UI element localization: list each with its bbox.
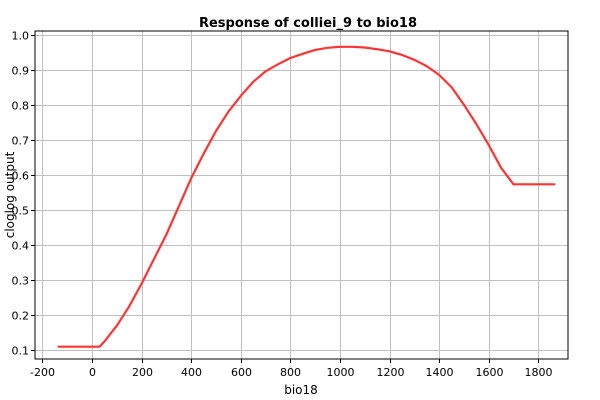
x-tick-label: 1600 bbox=[476, 366, 504, 379]
axis-ticks bbox=[31, 35, 539, 363]
y-axis-label: cloglog output bbox=[3, 151, 17, 238]
y-tick-label: 0.1 bbox=[12, 345, 30, 358]
x-axis-tick-labels: -200 0 200 400 600 800 1000 1200 1400 1600 1800 bbox=[30, 366, 552, 379]
plot-frame bbox=[34, 30, 569, 360]
x-tick-label: 600 bbox=[231, 366, 252, 379]
y-tick-label: 0.8 bbox=[12, 100, 30, 113]
x-axis-label: bio18 bbox=[284, 383, 318, 397]
y-tick-label: 0.3 bbox=[12, 275, 30, 288]
y-tick-label: 0.6 bbox=[12, 170, 30, 183]
y-tick-label: 0.4 bbox=[12, 240, 30, 253]
x-tick-label: 0 bbox=[89, 366, 96, 379]
x-tick-label: 1800 bbox=[525, 366, 553, 379]
x-tick-label: 1200 bbox=[377, 366, 405, 379]
grid-lines bbox=[35, 31, 568, 359]
y-tick-label: 1.0 bbox=[12, 30, 30, 43]
y-tick-label: 0.7 bbox=[12, 135, 30, 148]
y-tick-label: 0.5 bbox=[12, 205, 30, 218]
y-axis-tick-labels: 0.1 0.2 0.3 0.4 0.5 0.6 0.7 0.8 0.9 1.0 bbox=[12, 30, 30, 358]
x-tick-label: 400 bbox=[181, 366, 202, 379]
x-tick-label: 800 bbox=[280, 366, 301, 379]
x-tick-label: 1000 bbox=[327, 366, 355, 379]
x-tick-label: 200 bbox=[132, 366, 153, 379]
x-tick-label: 1400 bbox=[426, 366, 454, 379]
x-tick-label: -200 bbox=[30, 366, 55, 379]
response-curve bbox=[57, 45, 556, 348]
y-tick-label: 0.9 bbox=[12, 65, 30, 78]
series-layer bbox=[57, 45, 556, 348]
chart-title: Response of colliei_9 to bio18 bbox=[199, 16, 417, 31]
y-tick-label: 0.2 bbox=[12, 310, 30, 323]
